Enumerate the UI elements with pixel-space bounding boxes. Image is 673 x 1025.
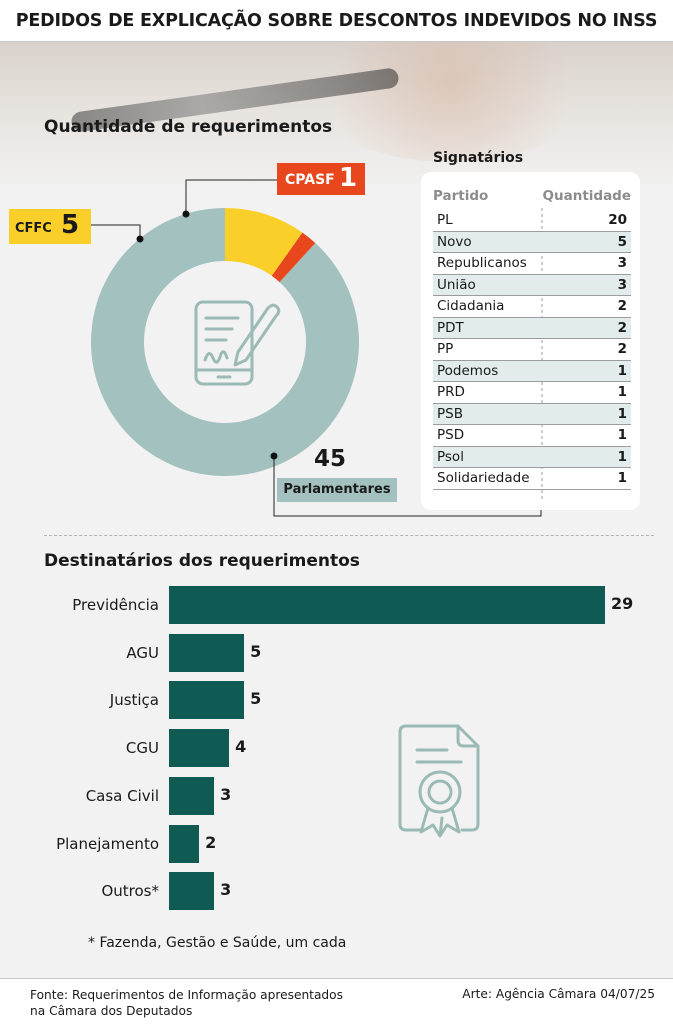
footer: Fonte: Requerimentos de Informação apres… <box>0 978 673 1025</box>
table-row: Republicanos 3 <box>433 253 631 275</box>
party-name: PSD <box>437 427 465 443</box>
bar-category-label: Previdência <box>72 596 159 614</box>
table-row: PSB 1 <box>433 403 631 425</box>
party-name: União <box>437 276 476 293</box>
donut-slice-cpasf <box>271 232 316 283</box>
cffc-leader-dot <box>136 235 144 243</box>
certificate-icon <box>398 724 480 838</box>
table-row: União 3 <box>433 274 631 296</box>
cpasf-value: 1 <box>339 163 358 193</box>
table-row: PP 2 <box>433 339 631 361</box>
table-row: Cidadania 2 <box>433 296 631 318</box>
cffc-label: CFFC 5 <box>9 209 91 244</box>
party-count: 3 <box>617 255 627 271</box>
party-name: Cidadania <box>437 298 505 314</box>
party-name: Solidariedade <box>437 470 530 486</box>
signatarios-table: Partido Quantidade PL 20 Novo 5 Republicanos… <box>421 172 640 510</box>
bar-value-label: 3 <box>220 784 232 804</box>
table-row: PSD 1 <box>433 425 631 447</box>
table-row: PRD 1 <box>433 382 631 404</box>
section-divider <box>44 535 654 536</box>
table-row: Podemos 1 <box>433 360 631 382</box>
parlamentares-value: 45 <box>314 446 347 472</box>
bar-category-label: Outros* <box>101 882 159 901</box>
party-count: 1 <box>617 427 627 443</box>
cpasf-label-text: CPASF <box>285 172 335 188</box>
party-count: 2 <box>617 319 627 336</box>
bar-value-label: 2 <box>205 832 217 852</box>
party-name: PP <box>437 341 454 357</box>
bar-value-label: 5 <box>250 641 262 661</box>
phone-document-pen-icon <box>194 300 281 386</box>
bar <box>169 776 215 815</box>
party-name: PRD <box>437 384 465 400</box>
donut-slices <box>90 208 359 477</box>
cffc-leader-line <box>91 224 141 239</box>
table-row: PDT 2 <box>433 317 631 339</box>
party-name: Republicanos <box>437 255 527 271</box>
bar-category-label: CGU <box>125 739 159 758</box>
table-row: Solidariedade 1 <box>433 468 631 490</box>
bar <box>169 729 230 768</box>
party-name: Podemos <box>437 362 499 379</box>
party-name: PDT <box>437 319 464 336</box>
table-header-partido: Partido <box>433 188 489 204</box>
table-row: Novo 5 <box>433 231 631 253</box>
bar-chart-note: * Fazenda, Gestão e Saúde, um cada <box>88 935 347 951</box>
table-row: Psol 1 <box>433 446 631 468</box>
page-title: PEDIDOS DE EXPLICAÇÃO SOBRE DESCONTOS IN… <box>0 0 673 42</box>
donut-chart-title: Quantidade de requerimentos <box>44 117 333 137</box>
party-count: 1 <box>617 405 627 422</box>
party-name: Novo <box>437 233 472 250</box>
donut-slice-parlamentares <box>90 208 359 477</box>
party-count: 5 <box>617 233 627 250</box>
party-count: 1 <box>617 470 627 486</box>
party-name: Psol <box>437 448 464 465</box>
bar-category-label: Justiça <box>109 691 159 710</box>
bar-value-label: 29 <box>611 594 634 613</box>
bar-value-label: 5 <box>250 689 262 709</box>
bar-category-label: Planejamento <box>56 834 159 853</box>
cffc-label-text: CFFC <box>15 221 52 236</box>
bar <box>169 681 245 720</box>
bar-value-label: 3 <box>220 880 232 900</box>
parlamentares-leader-dot <box>270 452 278 460</box>
party-count: 1 <box>617 448 627 465</box>
header-photo <box>0 42 673 192</box>
bar <box>169 824 200 863</box>
footer-credit: Arte: Agência Câmara 04/07/25 <box>462 987 655 1001</box>
table-header-quantidade: Quantidade <box>542 188 631 204</box>
parlamentares-label: Parlamentares <box>277 478 397 502</box>
cpasf-leader-dot <box>182 210 190 218</box>
party-count: 1 <box>617 384 627 400</box>
donut-chart <box>90 179 542 517</box>
party-count: 2 <box>617 341 627 357</box>
party-name: PSB <box>437 405 463 422</box>
footer-source: Fonte: Requerimentos de Informação apres… <box>30 988 343 1018</box>
party-count: 2 <box>617 298 627 314</box>
party-name: PL <box>437 212 453 228</box>
cpasf-leader-line <box>185 179 277 214</box>
table-column-divider <box>541 208 543 502</box>
party-count: 1 <box>617 362 627 379</box>
bar-chart-title: Destinatários dos requerimentos <box>44 551 360 571</box>
bar-category-label: AGU <box>126 643 159 662</box>
bar <box>169 633 245 672</box>
bar-value-label: 4 <box>235 737 247 757</box>
table-row: PL 20 <box>433 210 631 232</box>
bar <box>169 872 215 911</box>
cffc-value: 5 <box>61 210 80 240</box>
cpasf-label: CPASF 1 <box>277 163 365 195</box>
bar-category-label: Casa Civil <box>85 786 159 805</box>
party-count: 3 <box>617 276 627 293</box>
donut-slice-cffc <box>225 208 303 276</box>
party-count: 20 <box>608 212 627 228</box>
signatarios-title: Signatários <box>433 150 524 166</box>
bar <box>169 586 605 624</box>
